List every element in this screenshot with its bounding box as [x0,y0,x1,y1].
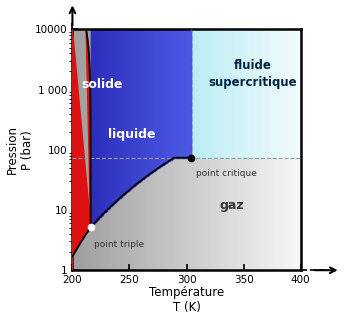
Text: point triple: point triple [94,240,144,249]
Text: solide: solide [82,78,123,91]
Y-axis label: Pression
P (bar): Pression P (bar) [6,125,34,174]
Text: fluide
supercritique: fluide supercritique [208,59,297,89]
Text: point critique: point critique [196,169,257,178]
X-axis label: Température
T (K): Température T (K) [149,286,224,315]
Polygon shape [72,29,91,270]
Text: gaz: gaz [220,199,245,212]
Text: liquide: liquide [108,128,155,141]
